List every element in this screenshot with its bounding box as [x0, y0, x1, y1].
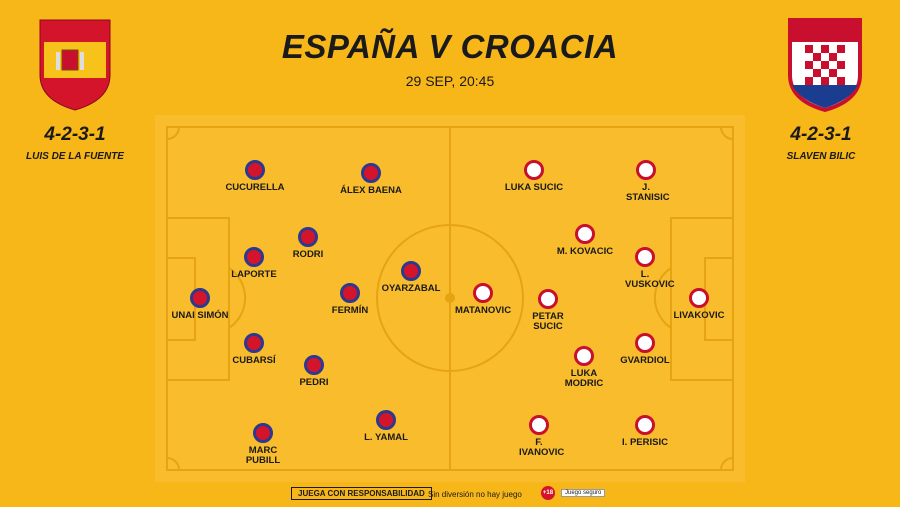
player-marker — [340, 283, 360, 303]
formation: 4-2-3-1 — [790, 124, 852, 145]
player-name: MARC PUBILL — [245, 445, 281, 466]
safe-badge: Juego seguro — [561, 489, 606, 497]
player: CUCURELLA — [220, 160, 290, 193]
spain-crest — [39, 19, 111, 111]
player-name: LUKA SUCIC — [504, 182, 564, 193]
player-marker — [524, 160, 544, 180]
player-name: PEDRI — [299, 377, 329, 388]
player-marker — [361, 163, 381, 183]
crest-square — [821, 61, 829, 69]
player-marker — [245, 160, 265, 180]
crest-square — [813, 53, 821, 61]
player-name: J. STANISIC — [626, 182, 670, 203]
player-name: ÁLEX BAENA — [340, 185, 402, 196]
player: CUBARSÍ — [219, 333, 289, 366]
player-name: CUCURELLA — [225, 182, 285, 193]
crest-square — [821, 77, 829, 85]
player: UNAI SIMÓN — [165, 288, 235, 321]
player-marker — [244, 247, 264, 267]
player-name: UNAI SIMÓN — [171, 310, 229, 321]
match-date: 29 SEP, 20:45 — [405, 73, 495, 89]
player-marker — [304, 355, 324, 375]
crest-square — [821, 45, 829, 53]
player-marker — [574, 346, 594, 366]
responsible-gaming: JUEGA CON RESPONSABILIDAD — [291, 487, 432, 500]
player-name: PETAR SUCIC — [532, 311, 564, 332]
crest-square — [805, 45, 813, 53]
coach: SLAVEN BILIC — [786, 151, 856, 162]
player-name: RODRI — [292, 249, 324, 260]
player: I. PERISIC — [610, 415, 680, 448]
player-marker — [689, 288, 709, 308]
player: RODRI — [273, 227, 343, 260]
age-badge: +18 — [541, 486, 555, 500]
crest-square — [829, 69, 837, 77]
player-name: CUBARSÍ — [232, 355, 276, 366]
crest-square — [805, 77, 813, 85]
player-marker — [635, 415, 655, 435]
player-marker — [376, 410, 396, 430]
player-marker — [473, 283, 493, 303]
player: MARC PUBILL — [228, 423, 298, 466]
player-marker — [529, 415, 549, 435]
player-name: LAPORTE — [231, 269, 277, 280]
crest-square — [805, 61, 813, 69]
player: F. IVANOVIC — [504, 415, 574, 458]
crest-square — [837, 77, 845, 85]
croatia-crest — [788, 18, 862, 113]
player-marker — [538, 289, 558, 309]
player: L. YAMAL — [351, 410, 421, 443]
player: LUKA SUCIC — [499, 160, 569, 193]
player-marker — [253, 423, 273, 443]
player: PEDRI — [279, 355, 349, 388]
player-name: I. PERISIC — [622, 437, 668, 448]
player-name: GVARDIOL — [620, 355, 670, 366]
player-name: L. YAMAL — [364, 432, 408, 443]
formation: 4-2-3-1 — [44, 124, 106, 145]
crest-square — [813, 69, 821, 77]
player: L. VUSKOVIC — [610, 247, 680, 290]
player-name: L. VUSKOVIC — [625, 269, 675, 290]
slogan: Sin diversión no hay juego — [428, 490, 522, 499]
player-marker — [635, 247, 655, 267]
player-name: OYARZABAL — [381, 283, 441, 294]
player-marker — [190, 288, 210, 308]
player-name: MATANOVIC — [454, 305, 512, 316]
player: GVARDIOL — [610, 333, 680, 366]
player: M. KOVACIC — [550, 224, 620, 257]
match-title: ESPAÑA V CROACIA — [281, 28, 619, 65]
player-name: LUKA MODRIC — [564, 368, 604, 389]
player: LUKA MODRIC — [549, 346, 619, 389]
player: MATANOVIC — [448, 283, 518, 316]
player-name: M. KOVACIC — [556, 246, 614, 257]
player-marker — [575, 224, 595, 244]
crest-square — [837, 45, 845, 53]
player: LAPORTE — [219, 247, 289, 280]
player: OYARZABAL — [376, 261, 446, 294]
player: J. STANISIC — [611, 160, 681, 203]
player: LIVAKOVIC — [664, 288, 734, 321]
player-marker — [636, 160, 656, 180]
player-name: FERMÍN — [331, 305, 369, 316]
coach: LUIS DE LA FUENTE — [26, 151, 124, 162]
player-marker — [401, 261, 421, 281]
crest-square — [829, 53, 837, 61]
player-marker — [244, 333, 264, 353]
player-name: LIVAKOVIC — [673, 310, 725, 321]
player: PETAR SUCIC — [513, 289, 583, 332]
player: FERMÍN — [315, 283, 385, 316]
player-marker — [635, 333, 655, 353]
player-marker — [298, 227, 318, 247]
crest-square — [837, 61, 845, 69]
player: ÁLEX BAENA — [336, 163, 406, 196]
player-name: F. IVANOVIC — [519, 437, 565, 458]
